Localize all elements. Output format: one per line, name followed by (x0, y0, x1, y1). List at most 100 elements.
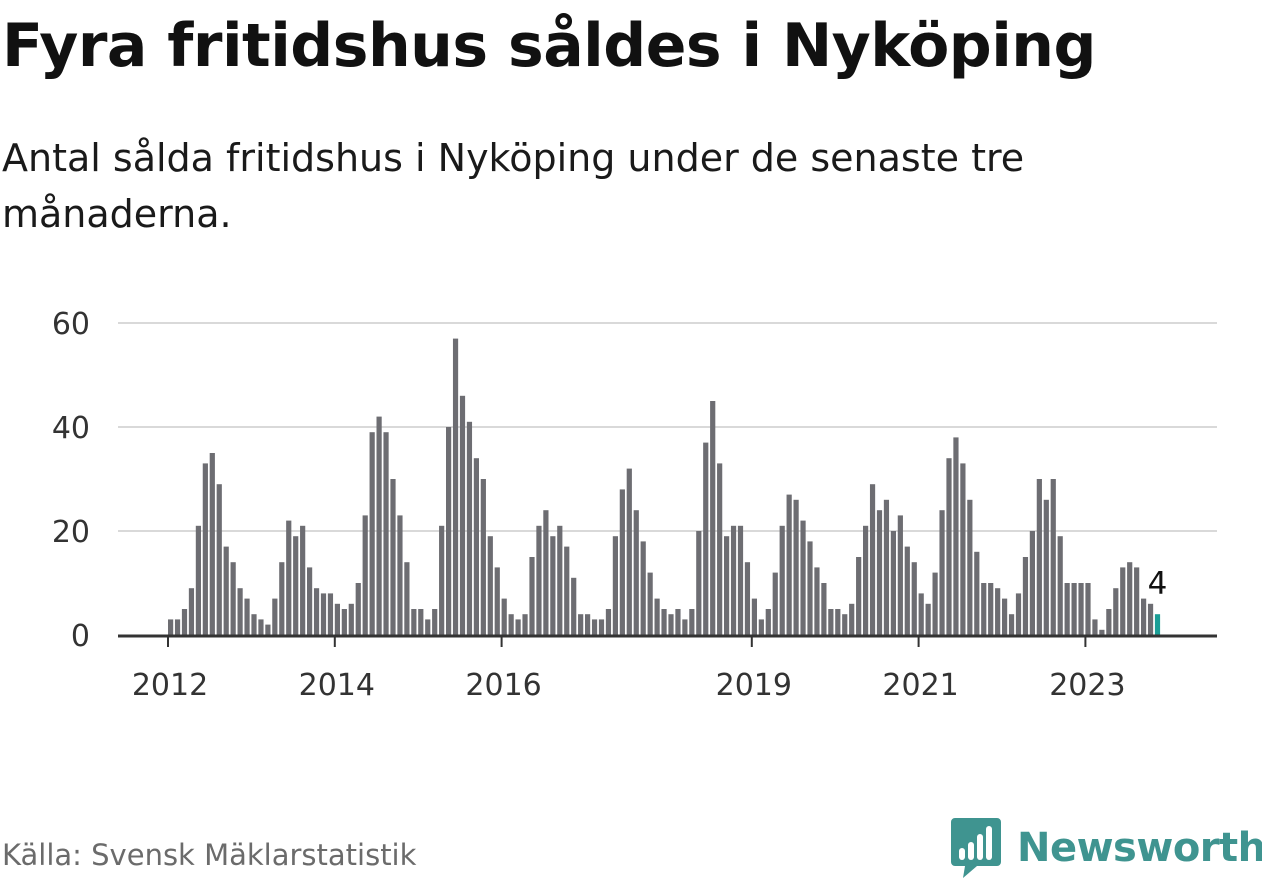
bar (612, 536, 618, 635)
last-value-label: 4 (1148, 566, 1168, 602)
y-tick-label: 20 (52, 515, 90, 550)
bar (1120, 567, 1126, 635)
bar (724, 536, 730, 635)
bar (432, 609, 438, 635)
bar (654, 598, 660, 635)
bar (640, 541, 646, 635)
bar (251, 614, 257, 635)
bar (334, 603, 340, 635)
brand-name: Newsworthy (1017, 825, 1262, 871)
bar (897, 515, 903, 635)
chart-title: Fyra fritidshus såldes i Nyköping (2, 11, 1096, 81)
bar (439, 525, 445, 635)
chart-subtitle: Antal sålda fritidshus i Nyköping under … (2, 136, 1025, 236)
bar (300, 525, 306, 635)
bar (543, 510, 549, 635)
bar (307, 567, 313, 635)
bar (480, 479, 486, 635)
bar (821, 583, 827, 635)
bar (1015, 593, 1022, 635)
bar (397, 515, 403, 635)
bar (1127, 562, 1133, 635)
bar (466, 421, 473, 635)
newsworthy-logo-icon (951, 818, 1001, 878)
bar (1036, 479, 1042, 635)
bar (710, 401, 716, 635)
bar (682, 619, 688, 635)
bar (772, 572, 778, 635)
bar (348, 603, 354, 635)
bar (946, 458, 952, 635)
bar (953, 437, 959, 635)
bar (195, 525, 201, 635)
bar (494, 567, 500, 635)
bar (446, 427, 452, 635)
bar (327, 593, 334, 635)
bar (557, 525, 563, 635)
bar (1099, 629, 1105, 635)
bar-chart: 0 20 40 60 2012 2014 2016 2019 2021 2023 4 (52, 307, 1217, 703)
bar (786, 494, 792, 635)
data-labels: 4 (1148, 566, 1168, 602)
bar (376, 416, 382, 635)
bar (703, 442, 709, 635)
bar (529, 557, 535, 635)
bar (1092, 619, 1098, 635)
bar (932, 572, 938, 635)
y-tick-label: 0 (71, 619, 90, 654)
bar (814, 567, 820, 635)
bar (1141, 598, 1147, 635)
bar (1106, 609, 1112, 635)
bar (904, 546, 910, 635)
bar (425, 619, 431, 635)
x-tick-label: 2016 (465, 668, 541, 703)
bar (981, 583, 987, 635)
bar (341, 609, 347, 635)
y-axis-labels: 0 20 40 60 (52, 307, 90, 654)
bar (661, 609, 667, 635)
bar (564, 546, 570, 635)
bar (452, 338, 459, 635)
bar (856, 557, 862, 635)
bar (730, 525, 737, 635)
bar (1002, 598, 1008, 635)
bar (1113, 588, 1119, 635)
bar (174, 619, 181, 635)
bar (258, 619, 264, 635)
bar (383, 432, 389, 635)
bar (181, 609, 188, 635)
bar (647, 572, 653, 635)
bar (633, 510, 639, 635)
bar (216, 484, 222, 635)
bar (188, 588, 195, 635)
bar (230, 562, 236, 635)
bar (571, 577, 577, 635)
bar (320, 593, 327, 635)
bar (418, 609, 424, 635)
bar (1057, 536, 1063, 635)
bars (168, 338, 1161, 635)
bar (737, 525, 744, 635)
bar (779, 525, 785, 635)
bar (765, 609, 771, 635)
bar (501, 598, 507, 635)
x-axis-labels: 2012 2014 2016 2019 2021 2023 (132, 668, 1126, 703)
bar (960, 463, 966, 635)
bar (293, 536, 299, 635)
bar (675, 609, 681, 635)
bar (536, 525, 542, 635)
bar (807, 541, 813, 635)
bar (605, 609, 612, 635)
bar (591, 619, 598, 635)
highlighted-bar (1154, 614, 1161, 635)
x-axis (118, 634, 1217, 647)
bar (869, 484, 876, 635)
bar (244, 598, 250, 635)
source-note: Källa: Svensk Mäklarstatistik (2, 838, 417, 872)
bar (800, 520, 806, 635)
bar (793, 499, 799, 635)
bar (619, 489, 625, 635)
bar (237, 588, 243, 635)
x-tick-label: 2021 (882, 668, 958, 703)
bar (995, 588, 1001, 635)
